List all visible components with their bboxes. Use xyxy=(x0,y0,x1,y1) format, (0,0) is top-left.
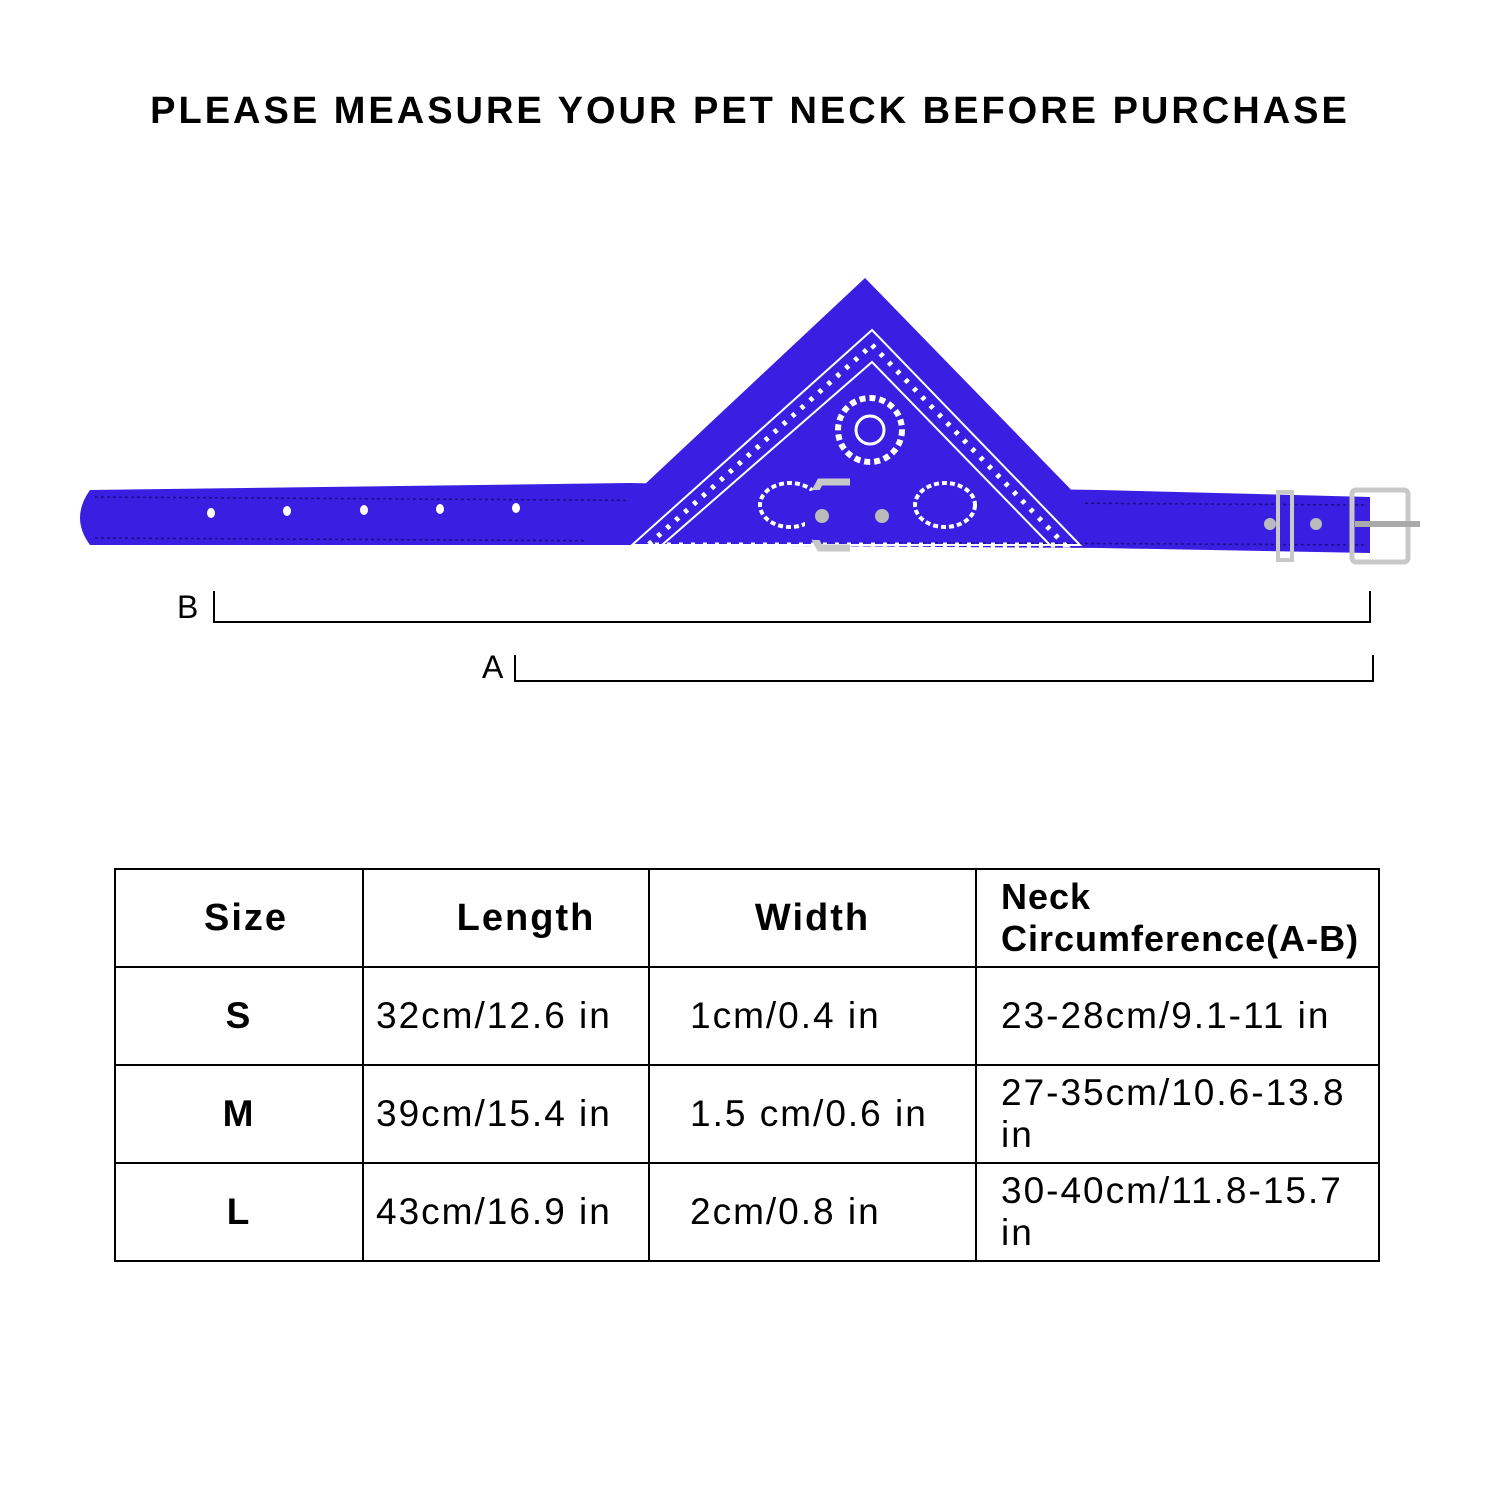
cell-length: 32cm/12.6 in xyxy=(362,966,650,1066)
cell-length: 43cm/16.9 in xyxy=(362,1162,650,1262)
cell-neck: 27-35cm/10.6-13.8 in xyxy=(975,1064,1380,1164)
strap-holes xyxy=(207,503,520,518)
cell-width: 1cm/0.4 in xyxy=(648,966,977,1066)
header-length: Length xyxy=(362,868,650,968)
cell-neck: 30-40cm/11.8-15.7 in xyxy=(975,1162,1380,1262)
cell-size: S xyxy=(114,966,364,1066)
header-width: Width xyxy=(648,868,977,968)
label-a: A xyxy=(482,649,504,685)
measure-line-a xyxy=(514,655,1374,682)
cell-width: 2cm/0.8 in xyxy=(648,1162,977,1262)
buckle xyxy=(1264,487,1420,565)
cell-size: L xyxy=(114,1162,364,1262)
cell-neck: 23-28cm/9.1-11 in xyxy=(975,966,1380,1066)
cell-width: 1.5 cm/0.6 in xyxy=(648,1064,977,1164)
table-header-row: Size Length Width Neck Circumference(A-B… xyxy=(114,868,1380,968)
measure-line-b xyxy=(213,591,1371,623)
table-row: L 43cm/16.9 in 2cm/0.8 in 30-40cm/11.8-1… xyxy=(114,1162,1380,1262)
label-b: B xyxy=(177,589,199,625)
collar-illustration xyxy=(80,278,1420,682)
header-size: Size xyxy=(114,868,364,968)
page-title: PLEASE MEASURE YOUR PET NECK BEFORE PURC… xyxy=(150,90,1350,132)
table-row: S 32cm/12.6 in 1cm/0.4 in 23-28cm/9.1-11… xyxy=(114,966,1380,1066)
size-table: Size Length Width Neck Circumference(A-B… xyxy=(114,868,1380,1262)
d-ring xyxy=(805,478,905,552)
cell-size: M xyxy=(114,1064,364,1164)
cell-length: 39cm/15.4 in xyxy=(362,1064,650,1164)
header-neck: Neck Circumference(A-B) xyxy=(975,868,1380,968)
bandana xyxy=(580,278,1120,548)
table-row: M 39cm/15.4 in 1.5 cm/0.6 in 27-35cm/10.… xyxy=(114,1064,1380,1164)
